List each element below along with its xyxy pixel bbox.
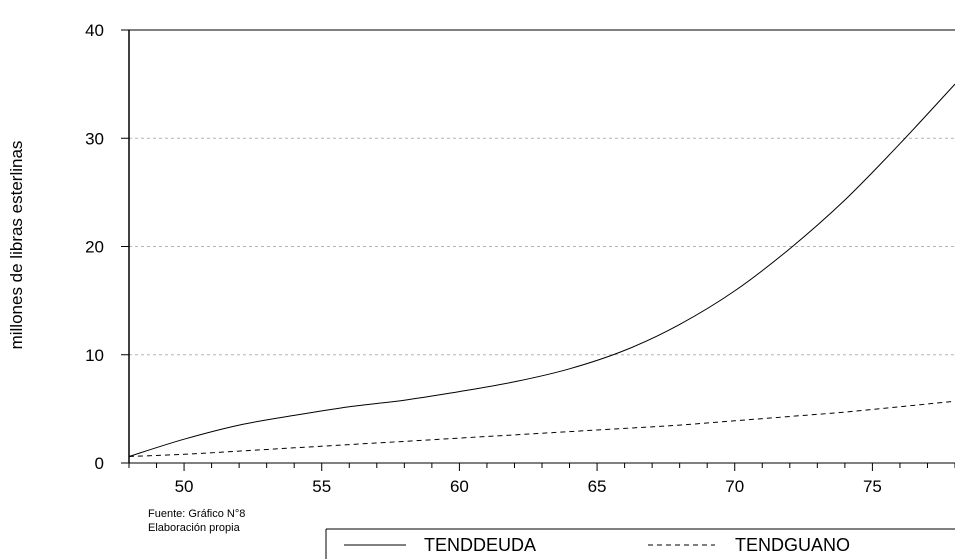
legend-label-tendguano: TENDGUANO [735, 535, 850, 555]
source-note: Fuente: Gráfico N°8 Elaboración propia [148, 507, 245, 535]
y-tick-label-40: 40 [85, 21, 104, 40]
series-lines [128, 83, 955, 457]
source-note-line1: Fuente: Gráfico N°8 [148, 508, 246, 520]
series-line-tendguano [128, 400, 955, 457]
x-tick-label-55: 55 [312, 477, 331, 496]
source-note-line2: Elaboración propia [148, 522, 240, 534]
x-tick-label-60: 60 [450, 477, 469, 496]
y-tick-label-20: 20 [85, 238, 104, 257]
y-tick-label-30: 30 [85, 129, 104, 148]
y-ticks: 0 10 20 30 40 [85, 21, 129, 473]
series-line-tenddeuda [128, 83, 955, 457]
x-ticks: 50 55 60 65 70 75 [128, 463, 955, 496]
x-tick-label-50: 50 [175, 477, 194, 496]
y-tick-label-10: 10 [85, 346, 104, 365]
x-tick-label-65: 65 [588, 477, 607, 496]
x-tick-label-70: 70 [725, 477, 744, 496]
x-tick-label-75: 75 [863, 477, 882, 496]
legend: TENDDEUDA TENDGUANO [325, 528, 955, 559]
y-axis-label: millones de libras esterlinas [7, 141, 26, 350]
y-tick-label-0: 0 [95, 454, 104, 473]
grid [129, 137, 955, 356]
legend-label-tenddeuda: TENDDEUDA [424, 535, 536, 555]
